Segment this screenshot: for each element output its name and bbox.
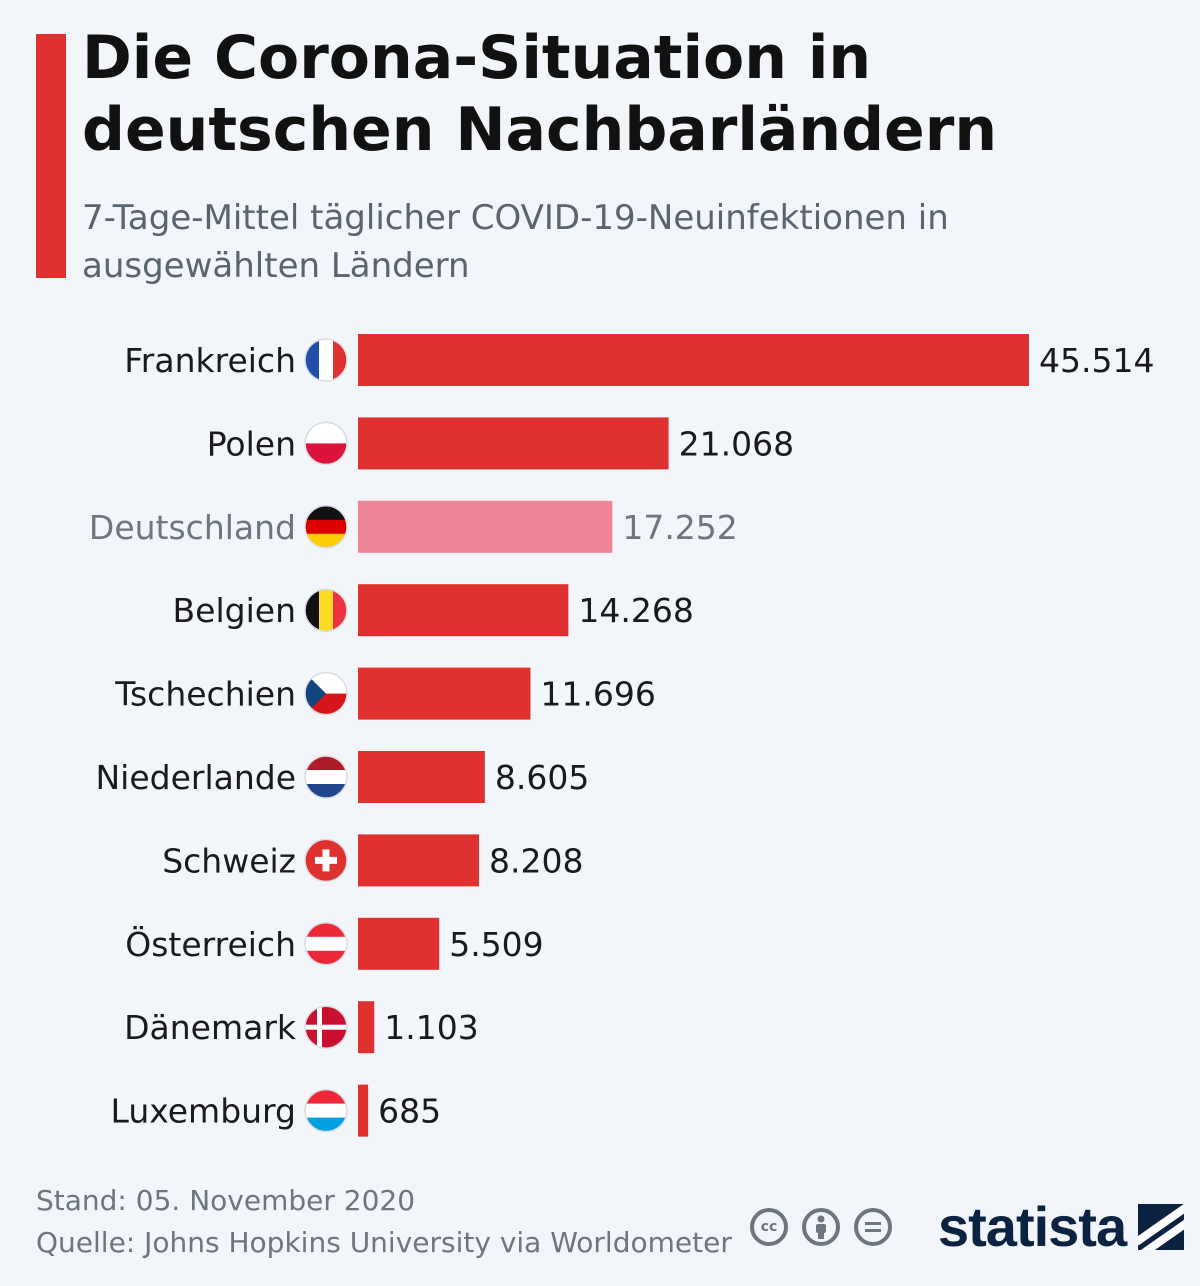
value-label: 21.068 xyxy=(679,424,794,463)
category-label: Österreich xyxy=(125,924,296,964)
value-label: 8.208 xyxy=(489,841,583,880)
category-label: Dänemark xyxy=(124,1008,297,1047)
bar xyxy=(358,1001,375,1054)
bar xyxy=(358,500,613,553)
value-label: 5.509 xyxy=(449,925,543,964)
flag-denmark-icon xyxy=(305,1006,347,1049)
category-label: Frankreich xyxy=(124,341,296,380)
flag-switzerland-icon xyxy=(305,839,347,882)
category-label: Polen xyxy=(207,424,296,463)
value-label: 17.252 xyxy=(622,508,737,547)
bar-chart: Frankreich 45.514 Polen 21.068 Deutschland 17… xyxy=(89,334,1154,1137)
value-label: 8.605 xyxy=(495,758,589,797)
chart-title: Die Corona-Situation in deutschen Nachba… xyxy=(82,23,998,165)
no-derivatives-icon xyxy=(854,1208,892,1246)
attribution-icon xyxy=(802,1208,840,1246)
value-label: 685 xyxy=(378,1092,441,1131)
flag-czechia-icon xyxy=(305,672,347,715)
bar xyxy=(358,334,1029,386)
category-label: Belgien xyxy=(173,591,296,630)
category-label: Schweiz xyxy=(162,841,296,880)
source-note: Quelle: Johns Hopkins University via Wor… xyxy=(36,1226,732,1259)
category-label: Luxemburg xyxy=(111,1092,296,1131)
value-label: 1.103 xyxy=(384,1008,478,1047)
chart-subtitle: 7-Tage-Mittel täglicher COVID-19-Neuinfe… xyxy=(82,198,949,286)
date-note: Stand: 05. November 2020 xyxy=(36,1184,416,1217)
value-label: 11.696 xyxy=(540,675,655,714)
bar xyxy=(358,584,569,637)
bar xyxy=(358,1084,369,1137)
bar xyxy=(358,667,531,720)
bar xyxy=(358,917,440,970)
footer: Stand: 05. November 2020 Quelle: Johns H… xyxy=(36,1180,732,1264)
statista-logo-text: statista xyxy=(938,1195,1127,1258)
value-label: 14.268 xyxy=(578,591,693,630)
value-label: 45.514 xyxy=(1039,341,1154,380)
title-accent-bar xyxy=(36,34,66,278)
category-label: Niederlande xyxy=(95,758,296,797)
statista-brand[interactable]: statista xyxy=(938,1194,1185,1259)
bar xyxy=(358,417,669,470)
bar xyxy=(358,834,480,887)
statista-logo-icon xyxy=(1138,1203,1185,1250)
category-label: Deutschland xyxy=(89,508,296,547)
bar xyxy=(358,751,485,803)
cc-icon: cc xyxy=(750,1208,788,1246)
license-icons: cc xyxy=(750,1208,892,1246)
flag-poland-icon xyxy=(305,422,347,465)
category-label: Tschechien xyxy=(114,675,296,714)
